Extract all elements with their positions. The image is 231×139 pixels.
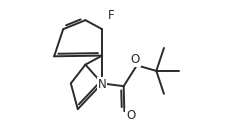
Text: F: F [107, 9, 114, 23]
Text: O: O [130, 53, 140, 66]
Text: O: O [125, 109, 135, 122]
Text: N: N [97, 78, 106, 91]
